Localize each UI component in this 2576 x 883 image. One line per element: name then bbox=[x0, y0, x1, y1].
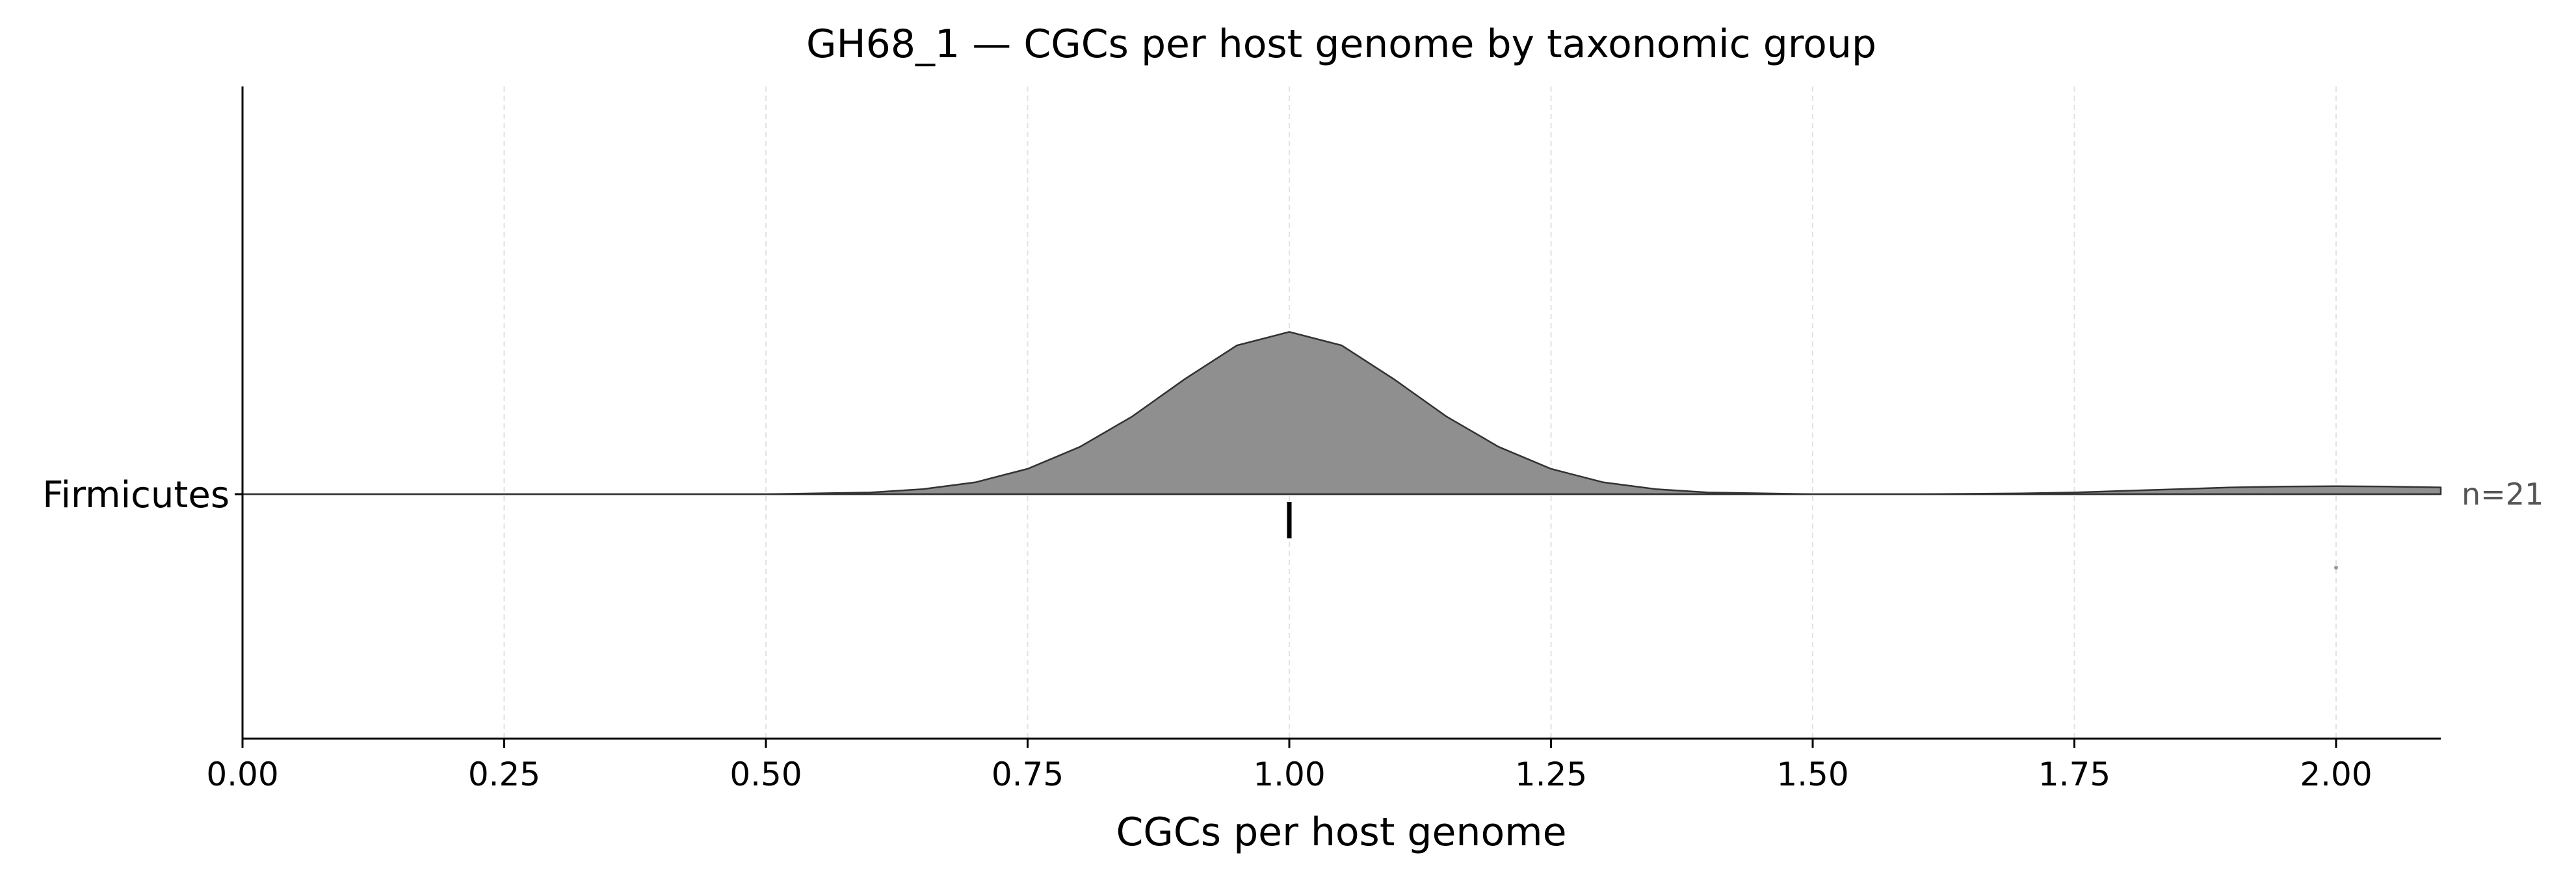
category-label: Firmicutes bbox=[42, 474, 230, 516]
x-tick-label: 1.50 bbox=[1776, 756, 1848, 793]
x-tick-label: 0.75 bbox=[992, 756, 1064, 793]
x-tick-label: 1.00 bbox=[1253, 756, 1325, 793]
x-tick-label: 1.25 bbox=[1515, 756, 1587, 793]
chart-title: GH68_1 — CGCs per host genome by taxonom… bbox=[806, 21, 1876, 67]
x-tick-label: 1.75 bbox=[2038, 756, 2110, 793]
x-tick-label: 0.00 bbox=[206, 756, 278, 793]
x-tick-label: 0.50 bbox=[729, 756, 802, 793]
count-label: n=21 bbox=[2462, 477, 2543, 512]
outlier-point bbox=[2334, 566, 2338, 570]
x-ticks: 0.00 0.25 0.50 0.75 1.00 1.25 1.50 1.75 2.00 bbox=[206, 739, 2372, 793]
x-tick-label: 0.25 bbox=[468, 756, 540, 793]
x-tick-label: 2.00 bbox=[2300, 756, 2372, 793]
ridges: Firmicutes n=21 bbox=[42, 331, 2543, 570]
x-axis-label: CGCs per host genome bbox=[1116, 810, 1566, 855]
density-ridge bbox=[243, 331, 2442, 495]
